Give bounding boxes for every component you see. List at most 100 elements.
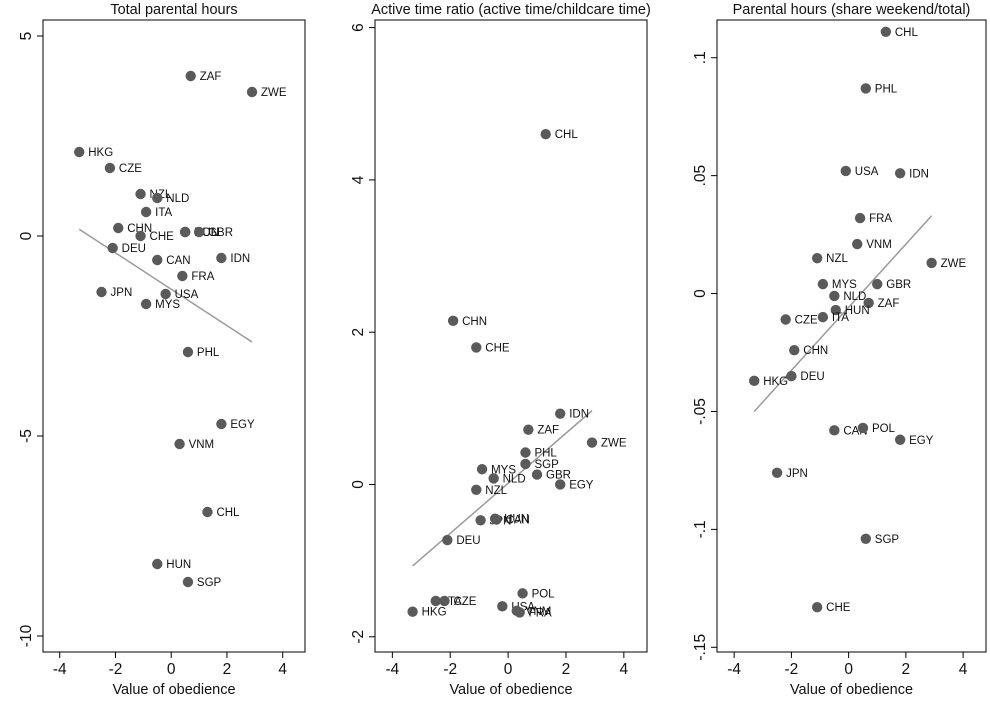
data-point-label: ITA [155,207,172,219]
data-point-label: POL [872,423,896,435]
data-point-label: CHN [803,345,828,357]
data-point-label: DEU [800,371,824,383]
data-point [491,514,502,525]
data-point-label: NLD [503,473,526,485]
x-tick-label: -2 [785,661,799,678]
data-point [520,458,531,470]
x-tick-label: 2 [902,661,911,678]
data-point [749,375,760,387]
data-point [811,252,823,264]
data-point [202,506,213,518]
data-point [863,297,874,309]
data-point [860,83,872,94]
data-point-label: VNM [189,439,215,451]
data-point [880,26,892,37]
panel-1: Total parental hours -4 -2 0 2 4 5 0 -5 -10 Value … [18,2,306,698]
panel-3: Parental hours (share weekend/total) -4 -2… [692,2,987,698]
data-point [442,534,453,546]
x-tick-label: 2 [562,661,571,678]
data-point [540,129,551,140]
data-point [840,165,851,177]
panel-title: Active time ratio (active time/childcare… [371,2,651,18]
data-point [894,434,906,445]
data-point-label: PHL [875,83,898,95]
y-tick-label: 6 [350,23,367,32]
data-point [520,447,531,458]
data-point-label: JPN [111,287,133,299]
data-point [475,515,486,526]
data-point [96,286,107,298]
data-point [471,342,482,353]
data-point [246,86,258,98]
data-point [174,438,185,450]
y-tick-label: 2 [350,328,367,337]
data-point-label: CAN [166,255,190,267]
x-tick-label: -2 [443,661,457,678]
x-axis-title: Value of obedience [790,682,913,698]
data-point-label: MYS [491,464,516,476]
data-point-label: JPN [786,468,808,480]
data-point [182,346,194,358]
data-point [517,588,528,599]
data-point-label: ITA [832,312,849,324]
data-point-label: PHL [197,347,220,359]
y-tick-label: 0 [692,289,709,298]
x-axis-title: Value of obedience [449,682,572,698]
x-tick-label: 0 [844,661,853,678]
data-point-label: CHE [485,342,510,354]
fit-line [78,228,253,343]
data-point-label: NLD [166,193,189,205]
data-point [786,370,797,382]
x-tick-label: 0 [167,661,176,678]
y-tick-label: .1 [692,51,709,64]
data-point-label: HUN [504,514,529,526]
data-point [817,311,829,323]
data-point [140,298,152,310]
data-point-label: CAN [506,515,530,527]
y-tick-label: -2 [350,630,367,644]
plot-frame [716,19,987,653]
data-point [554,479,566,490]
data-point [497,601,508,612]
data-point [811,601,823,613]
y-tick-label: 4 [350,175,367,184]
data-point-label: CHE [150,231,175,243]
data-point-label: GBR [208,227,233,239]
data-point-label: FRA [529,607,552,619]
data-point [152,254,163,266]
x-axis-title: Value of obedience [112,682,235,698]
data-point [104,162,116,174]
y-tick-label: 0 [350,480,367,489]
plot-frame [374,19,648,653]
data-point-label: GBR [886,279,911,291]
fit-line [753,215,933,412]
data-point-label: HUN [166,559,191,571]
data-point-label: ZAF [878,298,900,310]
data-point [113,222,124,234]
y-tick-label: .05 [692,165,709,187]
data-point [140,206,152,218]
data-point [830,304,841,316]
data-point [476,464,488,475]
data-point-label: IDN [569,409,589,421]
data-point [789,344,800,356]
data-point-label: HKG [763,376,788,388]
data-point [216,418,227,430]
y-tick-label: 0 [18,231,35,240]
data-point-label: CHL [555,129,579,141]
data-point [829,290,840,302]
data-point [407,606,418,617]
data-point [926,257,937,269]
data-point-label: USA [175,289,199,301]
data-point-label: HUN [845,305,870,317]
panel-title: Parental hours (share weekend/total) [733,2,971,18]
data-point-label: IDN [909,168,929,180]
data-point-label: IDN [230,253,250,265]
x-tick-label: 2 [223,661,232,678]
y-tick-label: -.15 [692,634,709,661]
data-point [894,168,906,179]
panel-title: Total parental hours [110,2,237,18]
data-point [430,595,441,607]
data-point [829,425,840,436]
data-point [193,226,205,238]
